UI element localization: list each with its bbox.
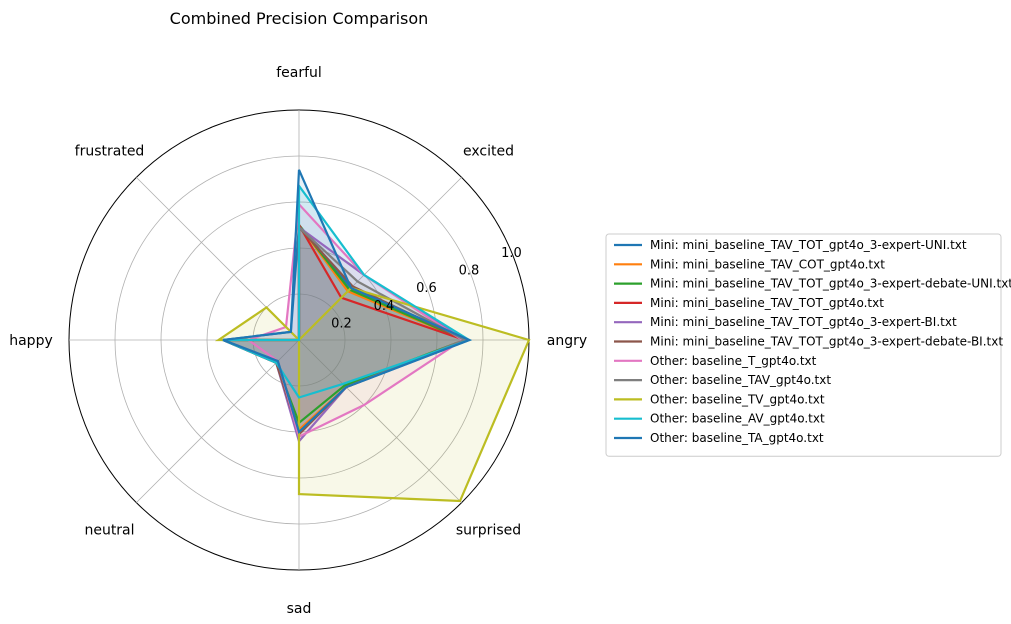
chart-title: Combined Precision Comparison <box>170 9 429 28</box>
axis-label-frustrated: frustrated <box>75 144 145 160</box>
axis-labels: angry excited fearful frustrated happy neutra… <box>9 65 587 617</box>
radial-tick-label: 1.0 <box>501 246 522 261</box>
series-line-11 <box>222 169 473 435</box>
axis-label-sad: sad <box>287 601 312 617</box>
legend-entry: Mini: mini_baseline_TAV_TOT_gpt4o_3-expe… <box>650 335 1003 349</box>
series-fill-8 <box>223 227 465 432</box>
legend-box <box>605 233 1002 457</box>
axis-label-neutral: neutral <box>84 523 134 539</box>
series-fill-11 <box>223 169 470 433</box>
axis-label-excited: excited <box>463 144 514 160</box>
axis-label-surprised: surprised <box>456 523 521 539</box>
legend-entry: Other: baseline_T_gpt4o.txt <box>650 354 817 368</box>
series-lines <box>214 169 531 503</box>
series-fill-7 <box>248 204 463 437</box>
legend-entry: Other: baseline_TV_gpt4o.txt <box>650 392 825 406</box>
series-fill-9 <box>218 287 529 502</box>
axis-label-happy: happy <box>9 333 53 349</box>
legend-entry: Other: baseline_TAV_gpt4o.txt <box>650 373 831 387</box>
series-line-9 <box>214 286 531 503</box>
radial-tick-label: 0.2 <box>331 316 352 331</box>
legend: Mini: mini_baseline_TAV_TOT_gpt4o_3-expe… <box>605 233 1011 457</box>
legend-entry: Other: baseline_TA_gpt4o.txt <box>650 431 824 445</box>
axis-label-angry: angry <box>547 333 587 349</box>
legend-entry: Mini: mini_baseline_TAV_TOT_gpt4o.txt <box>650 296 884 310</box>
legend-entry: Other: baseline_AV_gpt4o.txt <box>650 412 825 426</box>
legend-entry: Mini: mini_baseline_TAV_COT_gpt4o.txt <box>650 257 885 271</box>
legend-entry: Mini: mini_baseline_TAV_TOT_gpt4o_3-expe… <box>650 238 967 252</box>
radar-grid <box>68 109 530 571</box>
radial-tick-label: 0.8 <box>459 264 480 279</box>
radial-tick-label: 0.6 <box>416 281 437 296</box>
radial-tick-labels: 0.2 0.4 0.6 0.8 1.0 <box>331 246 522 331</box>
series-fill-5 <box>223 227 465 442</box>
axis-label-fearful: fearful <box>276 65 322 81</box>
grid-spoke <box>298 339 462 503</box>
legend-entry: Mini: mini_baseline_TAV_TOT_gpt4o_3-expe… <box>650 277 1011 291</box>
grid-spoke <box>136 339 300 503</box>
radial-tick-label: 0.4 <box>374 299 395 314</box>
legend-entry: Mini: mini_baseline_TAV_TOT_gpt4o_3-expe… <box>650 315 957 329</box>
